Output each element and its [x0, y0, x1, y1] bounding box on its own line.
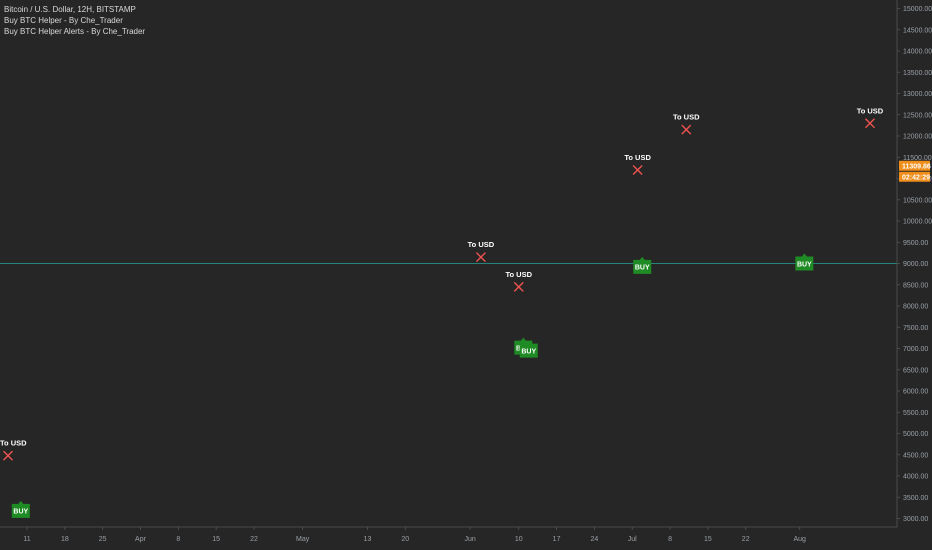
badge-text: 11309.86: [902, 163, 931, 170]
sell-x-icon: [864, 118, 875, 129]
y-tick-label: 13000.00: [903, 91, 932, 98]
last-price-badge: 11309.86: [899, 160, 931, 171]
x-tick-label: Jun: [464, 536, 475, 543]
sell-x-icon: [475, 252, 486, 263]
indicator-label-1[interactable]: Buy BTC Helper - By Che_Trader: [4, 16, 123, 25]
x-tick-label: 22: [742, 536, 750, 543]
x-tick-label: 25: [99, 536, 107, 543]
y-tick-label: 6500.00: [903, 367, 928, 374]
x-tick-label: 20: [401, 536, 409, 543]
y-tick-label: 15000.00: [903, 6, 932, 13]
sell-x-icon: [3, 450, 13, 461]
buy-marker-label: BUY: [797, 261, 812, 268]
sell-marker-label: To USD: [468, 240, 495, 249]
x-tick-label: Apr: [135, 536, 147, 543]
sell-marker[interactable]: To USD: [673, 113, 700, 135]
buy-marker[interactable]: BUY: [633, 256, 652, 274]
buy-flag-icon: [519, 340, 538, 358]
x-tick-label: 10: [515, 536, 523, 543]
sell-x-icon: [632, 165, 643, 175]
x-tick-label: Aug: [794, 536, 807, 543]
buy-marker[interactable]: BUY: [519, 340, 538, 358]
buy-flag-icon: [11, 500, 30, 518]
y-tick-label: 13500.00: [903, 70, 932, 77]
y-tick-label: 3500.00: [903, 495, 928, 502]
y-tick-label: 6000.00: [903, 389, 928, 396]
y-tick-label: 12500.00: [903, 112, 932, 119]
sell-marker-label: To USD: [624, 153, 651, 162]
sell-marker-label: To USD: [0, 439, 27, 448]
sell-x-icon: [681, 124, 692, 135]
x-tick-label: Jul: [628, 536, 637, 543]
x-tick-label: 17: [553, 536, 561, 543]
x-tick-label: 24: [590, 536, 598, 543]
time-axis[interactable]: [0, 527, 932, 550]
y-tick-label: 4500.00: [903, 452, 928, 459]
x-tick-label: 11: [23, 536, 30, 543]
chart-legend: Bitcoin / U.S. Dollar, 12H, BITSTAMP Buy…: [4, 4, 145, 37]
sell-marker[interactable]: To USD: [505, 270, 533, 292]
y-tick-label: 10500.00: [903, 197, 932, 204]
buy-marker-label: BUY: [13, 509, 28, 516]
y-tick-label: 7500.00: [903, 325, 928, 332]
badge-text: 02:42:29: [902, 174, 930, 181]
x-tick-label: 15: [704, 536, 712, 543]
sell-marker[interactable]: To USD: [624, 153, 651, 175]
countdown-badge: 02:42:29: [899, 171, 930, 182]
y-tick-label: 8500.00: [903, 282, 928, 289]
y-tick-label: 14000.00: [903, 49, 932, 56]
buy-flag-icon: [633, 256, 652, 274]
sell-marker-label: To USD: [673, 113, 700, 122]
x-tick-label: 8: [176, 536, 180, 543]
price-axis[interactable]: [897, 0, 932, 550]
y-tick-label: 9000.00: [903, 261, 928, 268]
y-tick-label: 12000.00: [903, 134, 932, 141]
buy-marker[interactable]: BUY: [795, 253, 814, 271]
sell-marker[interactable]: To USD: [0, 439, 27, 461]
x-tick-label: 13: [364, 536, 372, 543]
y-tick-label: 4000.00: [903, 474, 928, 481]
x-tick-label: 8: [668, 536, 672, 543]
y-tick-label: 5000.00: [903, 431, 928, 438]
indicator-label-2[interactable]: Buy BTC Helper Alerts - By Che_Trader: [4, 27, 146, 36]
x-tick-label: 18: [61, 536, 69, 543]
sell-x-icon: [513, 281, 524, 292]
y-tick-label: 3000.00: [903, 516, 928, 523]
symbol-title[interactable]: Bitcoin / U.S. Dollar, 12H, BITSTAMP: [4, 5, 136, 14]
y-tick-label: 10000.00: [903, 219, 932, 226]
x-tick-label: May: [296, 536, 310, 543]
sell-marker-label: To USD: [505, 270, 532, 279]
buy-marker-label: BUY: [521, 348, 536, 355]
x-tick-label: 15: [212, 536, 220, 543]
y-tick-label: 11500.00: [903, 155, 932, 162]
x-tick-label: 22: [250, 536, 258, 543]
sell-marker-label: To USD: [857, 106, 884, 115]
y-tick-label: 14500.00: [903, 27, 932, 34]
y-tick-label: 5500.00: [903, 410, 928, 417]
badge-background: [899, 160, 930, 171]
y-tick-label: 7000.00: [903, 346, 928, 353]
badge-background: [899, 171, 930, 182]
buy-marker[interactable]: BUY: [11, 500, 30, 518]
buy-marker-label: BUY: [635, 265, 650, 272]
sell-marker[interactable]: To USD: [468, 240, 495, 263]
sell-marker[interactable]: To USD: [857, 106, 884, 129]
y-tick-label: 8000.00: [903, 304, 928, 311]
y-tick-label: 9500.00: [903, 240, 928, 247]
buy-flag-icon: [795, 253, 814, 271]
